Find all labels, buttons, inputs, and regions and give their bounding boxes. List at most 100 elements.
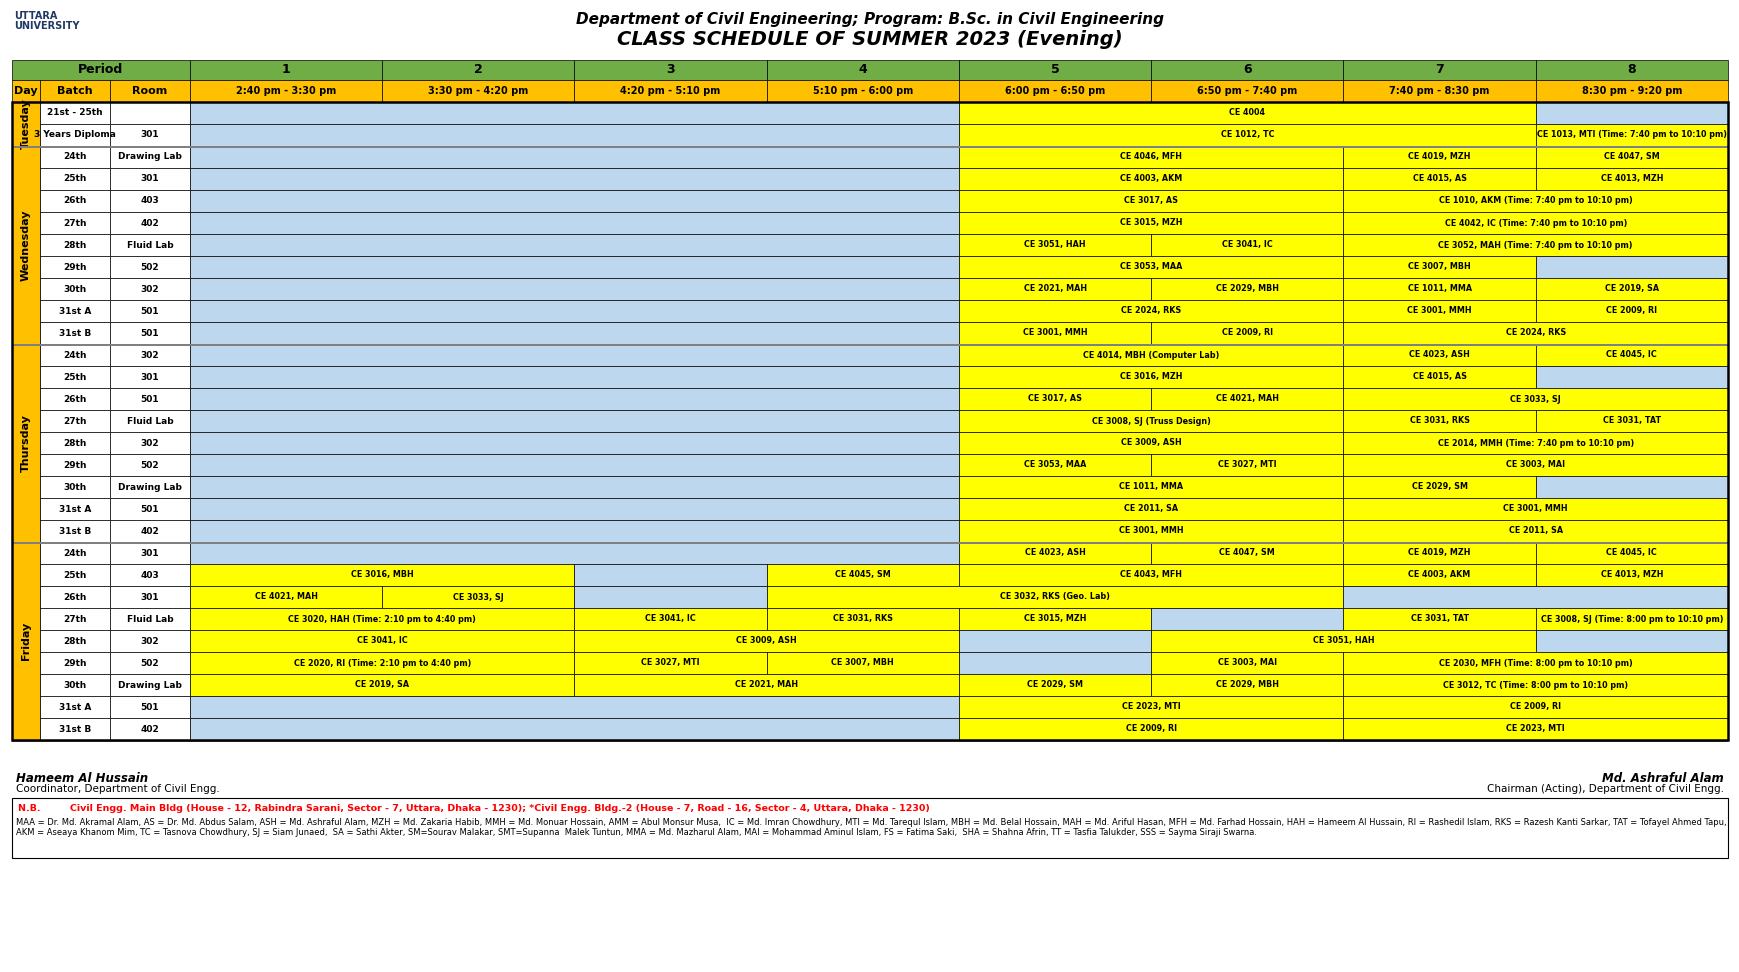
Bar — [1343, 432, 1727, 454]
Bar — [1151, 322, 1343, 344]
Bar — [767, 60, 958, 80]
Bar — [190, 344, 958, 366]
Bar — [574, 80, 767, 102]
Bar — [12, 80, 40, 102]
Bar — [1343, 674, 1727, 696]
Bar — [958, 256, 1343, 278]
Bar — [1343, 168, 1536, 190]
Text: CE 3007, MBH: CE 3007, MBH — [831, 658, 894, 668]
Text: Chairman (Acting), Department of Civil Engg.: Chairman (Acting), Department of Civil E… — [1487, 784, 1723, 794]
Text: 402: 402 — [141, 219, 160, 227]
Text: CE 3001, MMH: CE 3001, MMH — [1407, 306, 1471, 316]
Text: CE 3008, SJ (Time: 8:00 pm to 10:10 pm): CE 3008, SJ (Time: 8:00 pm to 10:10 pm) — [1539, 614, 1722, 623]
Bar — [1151, 388, 1343, 410]
Bar — [1536, 366, 1727, 388]
Text: CE 4021, MAH: CE 4021, MAH — [254, 593, 318, 602]
Bar — [1343, 234, 1727, 256]
Bar — [40, 564, 110, 586]
Bar — [110, 212, 190, 234]
Bar — [40, 322, 110, 344]
Text: 26th: 26th — [63, 593, 87, 602]
Bar — [767, 80, 958, 102]
Bar — [958, 696, 1343, 718]
Text: 31st B: 31st B — [59, 724, 90, 734]
Bar — [958, 630, 1151, 652]
Text: 25th: 25th — [63, 571, 87, 579]
Text: UTTARA: UTTARA — [14, 11, 57, 21]
Text: 4:20 pm - 5:10 pm: 4:20 pm - 5:10 pm — [621, 86, 720, 96]
Bar — [190, 60, 383, 80]
Text: CE 3053, MAA: CE 3053, MAA — [1023, 461, 1085, 469]
Text: 301: 301 — [141, 593, 160, 602]
Text: CE 3032, RKS (Geo. Lab): CE 3032, RKS (Geo. Lab) — [1000, 593, 1109, 602]
Text: 302: 302 — [141, 438, 160, 447]
Text: CE 4023, ASH: CE 4023, ASH — [1409, 351, 1469, 360]
Bar — [958, 80, 1151, 102]
Bar — [958, 278, 1151, 300]
Bar — [40, 256, 110, 278]
Text: 25th: 25th — [63, 372, 87, 381]
Bar — [12, 102, 1727, 740]
Bar — [1343, 476, 1536, 498]
Bar — [1536, 344, 1727, 366]
Bar — [574, 652, 767, 674]
Bar — [767, 652, 958, 674]
Text: 31st A: 31st A — [59, 306, 90, 316]
Text: 2: 2 — [473, 63, 482, 77]
Text: 501: 501 — [141, 306, 160, 316]
Bar — [190, 696, 958, 718]
Text: CE 4042, IC (Time: 7:40 pm to 10:10 pm): CE 4042, IC (Time: 7:40 pm to 10:10 pm) — [1443, 219, 1626, 227]
Bar — [958, 168, 1343, 190]
Text: 31st B: 31st B — [59, 527, 90, 536]
Bar — [1536, 146, 1727, 168]
Bar — [190, 366, 958, 388]
Text: 29th: 29th — [63, 461, 87, 469]
Bar — [110, 366, 190, 388]
Text: CE 3009, ASH: CE 3009, ASH — [1120, 438, 1181, 447]
Text: 501: 501 — [141, 329, 160, 337]
Text: Department of Civil Engineering; Program: B.Sc. in Civil Engineering: Department of Civil Engineering; Program… — [576, 13, 1163, 27]
Bar — [12, 344, 1727, 346]
Bar — [958, 300, 1343, 322]
Bar — [12, 542, 40, 740]
Text: 502: 502 — [141, 658, 160, 668]
Bar — [40, 124, 110, 146]
Bar — [1536, 542, 1727, 564]
Text: CE 3041, IC: CE 3041, IC — [645, 614, 696, 623]
Text: Tuesday: Tuesday — [21, 98, 31, 150]
Bar — [1343, 718, 1727, 740]
Bar — [190, 190, 958, 212]
Text: CE 4004: CE 4004 — [1229, 109, 1264, 118]
Text: UNIVERSITY: UNIVERSITY — [14, 21, 80, 31]
Bar — [190, 102, 958, 124]
Bar — [958, 476, 1343, 498]
Bar — [1536, 608, 1727, 630]
Bar — [767, 586, 1343, 608]
Text: 7:40 pm - 8:30 pm: 7:40 pm - 8:30 pm — [1389, 86, 1489, 96]
Text: CE 3016, MBH: CE 3016, MBH — [351, 571, 414, 579]
Text: 27th: 27th — [63, 219, 87, 227]
Text: CLASS SCHEDULE OF SUMMER 2023 (Evening): CLASS SCHEDULE OF SUMMER 2023 (Evening) — [617, 30, 1122, 50]
Bar — [958, 520, 1343, 542]
Text: CE 2024, RKS: CE 2024, RKS — [1504, 329, 1565, 337]
Text: CE 2023, MTI: CE 2023, MTI — [1122, 703, 1181, 712]
Bar — [40, 300, 110, 322]
Text: CE 2020, RI (Time: 2:10 pm to 4:40 pm): CE 2020, RI (Time: 2:10 pm to 4:40 pm) — [294, 658, 471, 668]
Bar — [190, 256, 958, 278]
Text: 302: 302 — [141, 637, 160, 645]
Bar — [1343, 652, 1727, 674]
Text: Fluid Lab: Fluid Lab — [127, 614, 174, 623]
Bar — [1536, 256, 1727, 278]
Text: CE 1013, MTI (Time: 7:40 pm to 10:10 pm): CE 1013, MTI (Time: 7:40 pm to 10:10 pm) — [1536, 130, 1725, 140]
Text: Day: Day — [14, 86, 38, 96]
Bar — [40, 432, 110, 454]
Bar — [40, 146, 110, 168]
Text: CE 4019, MZH: CE 4019, MZH — [1407, 548, 1469, 558]
Text: CE 2019, SA: CE 2019, SA — [1603, 285, 1657, 294]
Text: 4: 4 — [857, 63, 866, 77]
Bar — [190, 80, 383, 102]
Text: CE 3015, MZH: CE 3015, MZH — [1023, 614, 1085, 623]
Bar — [110, 674, 190, 696]
Text: CE 3051, HAH: CE 3051, HAH — [1024, 240, 1085, 250]
Text: CE 4013, MZH: CE 4013, MZH — [1600, 175, 1662, 184]
